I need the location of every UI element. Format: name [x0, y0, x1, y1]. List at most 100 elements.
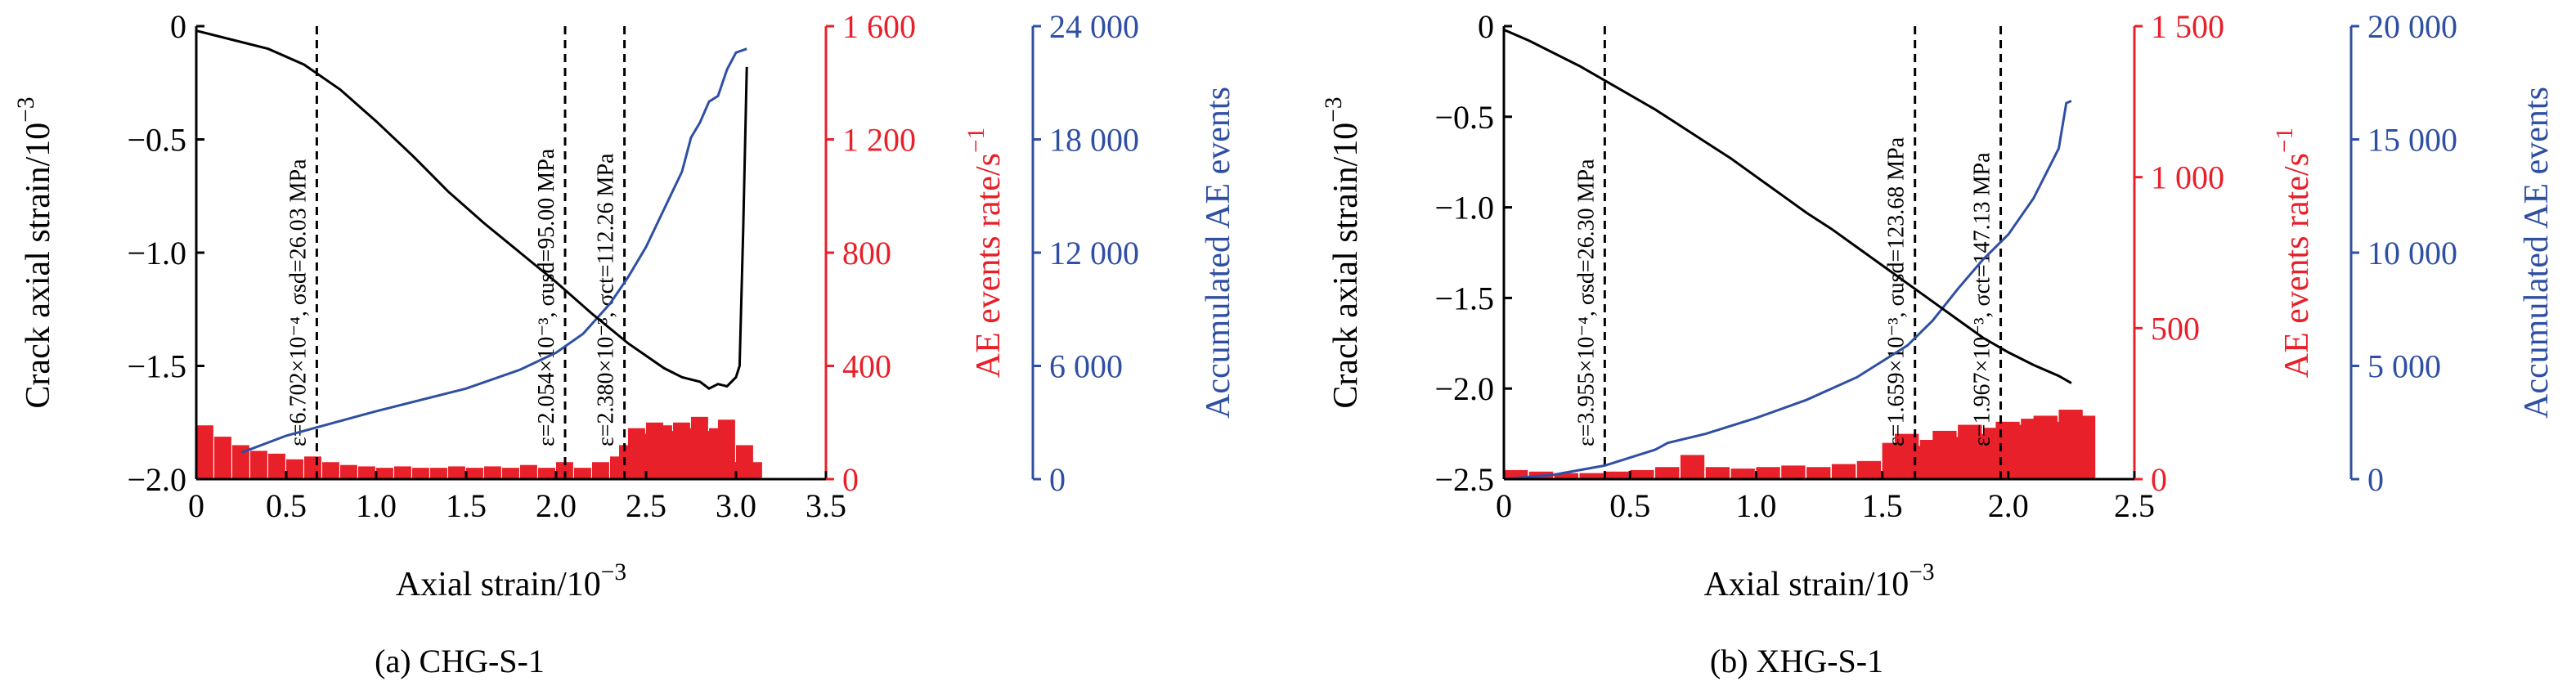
- y-blue-tick-label: 6 000: [1049, 348, 1123, 385]
- y-left-tick-label: 0: [170, 8, 186, 45]
- y-blue-tick-label: 18 000: [1049, 122, 1139, 159]
- y-blue-tick-label: 10 000: [2367, 235, 2457, 271]
- y-left-axis-title: Crack axial strain/10−3: [1321, 96, 1365, 408]
- chart-caption: (b) XHG-S-1: [1710, 643, 1883, 679]
- ae-rate-bar: [1831, 464, 1856, 479]
- y-left-tick-label: −2.5: [1434, 461, 1494, 498]
- x-tick-label: 2.5: [626, 487, 666, 524]
- ae-rate-bar: [538, 468, 555, 479]
- ae-rate-bar: [1705, 467, 1730, 479]
- y-red-axis-title-sup: −1: [2272, 128, 2298, 153]
- ae-rate-bar: [502, 468, 519, 479]
- ae-rate-bar: [340, 464, 357, 479]
- y-red-tick-label: 500: [2151, 310, 2200, 347]
- y-blue-tick-label: 15 000: [2367, 122, 2457, 159]
- ae-rate-bar: [745, 462, 762, 479]
- y-red-tick-label: 800: [842, 235, 891, 271]
- y-red-tick-label: 1 600: [842, 8, 916, 45]
- ae-rate-bar: [1504, 469, 1528, 479]
- y-blue-axis-title: Accumulated AE events: [2518, 87, 2556, 419]
- marker-label: ε=2.380×10⁻³, σct=112.26 MPa: [594, 153, 619, 446]
- y-blue-tick-label: 20 000: [2367, 8, 2457, 45]
- ae-rate-bar: [1756, 467, 1780, 479]
- y-left-axis-title-sup: −3: [13, 96, 39, 122]
- chart-chg-s-1: (a) CHG-S-1 ε=6.702×10⁻⁴, σsd=26.03 MPa ε…: [13, 8, 1237, 679]
- ae-rate-bar: [592, 462, 609, 479]
- ae-rate-bar: [1730, 469, 1755, 479]
- ae-rate-bar: [1856, 460, 1882, 479]
- ae-rate-bar: [2071, 415, 2096, 479]
- ae-rate-bar: [1579, 473, 1604, 479]
- accumulated-ae-line: [1503, 100, 2072, 481]
- ae-rate-bar: [1680, 455, 1705, 479]
- x-tick-label: 1.0: [356, 487, 397, 524]
- y-red-axis-title-sup: −1: [963, 128, 990, 153]
- ae-rate-bar: [466, 468, 483, 479]
- ae-rate-bar: [1655, 467, 1680, 479]
- y-red-axis-title-text: AE events rate/s: [2278, 153, 2316, 378]
- ae-rate-bar: [412, 468, 429, 479]
- x-axis-title-text: Axial strain/10: [396, 566, 601, 603]
- y-left-axis-title-text: Crack axial strain/10: [1327, 123, 1365, 409]
- ae-rate-bar: [196, 425, 213, 479]
- ae-rate-bar: [1604, 471, 1629, 479]
- ae-rate-bar: [574, 468, 591, 479]
- y-blue-tick-label: 24 000: [1049, 8, 1139, 45]
- y-left-tick-label: −2.0: [127, 461, 186, 498]
- ae-rate-bar: [232, 445, 249, 479]
- y-blue-tick-label: 12 000: [1049, 235, 1139, 271]
- x-tick-label: 0: [1496, 487, 1512, 524]
- ae-rate-bar: [304, 456, 321, 479]
- ae-rate-bar: [268, 453, 285, 479]
- chart-xhg-s-1: (b) XHG-S-1 ε=3.955×10⁻⁴, σsd=26.30 MPa ε…: [1321, 8, 2556, 679]
- ae-rate-bar: [394, 466, 411, 479]
- accumulated-ae-line: [240, 47, 747, 455]
- x-tick-label: 3.5: [806, 487, 846, 524]
- ae-rate-bar: [358, 466, 375, 479]
- y-left-tick-label: −1.5: [1434, 280, 1494, 316]
- y-left-tick-label: −0.5: [127, 122, 186, 159]
- crack-strain-line: [1503, 29, 2072, 384]
- y-red-axis-title: AE events rate/s−1: [963, 128, 1008, 379]
- x-tick-label: 0: [188, 487, 204, 524]
- x-tick-label: 0.5: [266, 487, 307, 524]
- y-red-tick-label: 0: [2151, 461, 2167, 498]
- ae-rate-bar: [1781, 465, 1806, 479]
- y-left-tick-label: −0.5: [1434, 99, 1494, 136]
- ae-rate-bar: [214, 437, 231, 479]
- ae-rate-bar: [322, 462, 339, 479]
- x-axis-title-sup: −3: [1909, 559, 1934, 585]
- ae-rate-bar: [520, 464, 537, 479]
- ae-rate-bar: [1554, 473, 1578, 479]
- y-blue-axis-title: Accumulated AE events: [1200, 87, 1237, 419]
- ae-rate-bar: [448, 466, 465, 479]
- y-red-tick-label: 1 200: [842, 122, 916, 159]
- crack-strain-line: [195, 29, 748, 390]
- ae-rate-bar: [250, 451, 267, 479]
- y-red-axis-title: AE events rate/s−1: [2272, 128, 2316, 379]
- y-left-tick-label: 0: [1478, 8, 1494, 45]
- y-left-tick-label: −1.0: [1434, 190, 1494, 226]
- y-red-tick-label: 1 000: [2151, 159, 2224, 196]
- x-tick-label: 2.0: [536, 487, 577, 524]
- x-tick-label: 1.0: [1735, 487, 1776, 524]
- y-blue-tick-label: 0: [1049, 461, 1066, 498]
- y-left-tick-label: −1.5: [127, 348, 186, 385]
- marker-label: ε=3.955×10⁻⁴, σsd=26.30 MPa: [1573, 159, 1599, 446]
- x-axis-title: Axial strain/10−3: [1703, 559, 1934, 603]
- marker-label: ε=2.054×10⁻³, σusd=95.00 MPa: [534, 148, 559, 446]
- y-left-axis-title-text: Crack axial strain/10: [20, 123, 57, 409]
- marker-label: ε=1.659×10⁻³, σusd=123.68 MPa: [1884, 137, 1910, 446]
- x-axis-title: Axial strain/10−3: [396, 559, 626, 603]
- x-tick-label: 1.5: [446, 487, 487, 524]
- ae-rate-bar: [286, 459, 303, 479]
- ae-rate-bar: [484, 466, 501, 479]
- x-tick-label: 3.0: [716, 487, 756, 524]
- ae-rate-bar: [376, 468, 393, 479]
- y-left-axis-title-sup: −3: [1321, 96, 1347, 122]
- ae-rate-bar: [1806, 467, 1831, 479]
- x-tick-label: 1.5: [1862, 487, 1903, 524]
- y-blue-tick-label: 5 000: [2367, 348, 2441, 385]
- y-red-axis-title-text: AE events rate/s: [970, 153, 1008, 378]
